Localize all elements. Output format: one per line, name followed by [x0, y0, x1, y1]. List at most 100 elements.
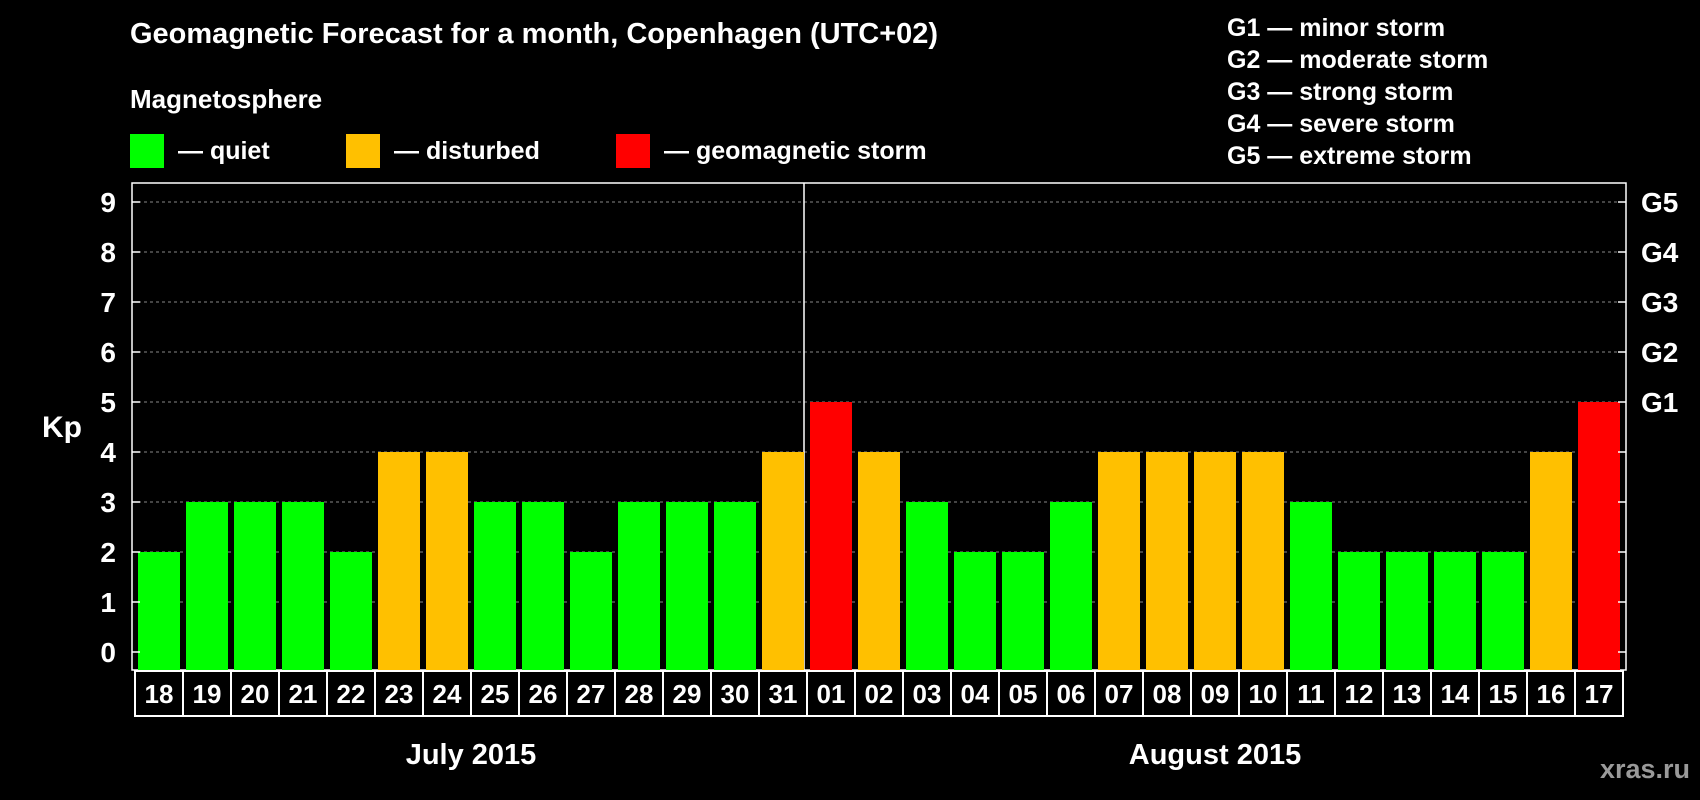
x-tick-label-13: 13: [1393, 679, 1422, 709]
bar-15: [1482, 552, 1524, 670]
y-tick-label-5: 5: [100, 387, 116, 418]
bar-05: [1002, 552, 1044, 670]
legend-label-quiet: — quiet: [178, 136, 270, 165]
bar-11: [1290, 502, 1332, 670]
bar-18: [138, 552, 180, 670]
x-tick-label-09: 09: [1201, 679, 1230, 709]
bar-07: [1098, 452, 1140, 670]
y-tick-label-2: 2: [100, 537, 116, 568]
bar-03: [906, 502, 948, 670]
magnetosphere-label: Magnetosphere: [130, 84, 323, 114]
x-tick-label-04: 04: [961, 679, 990, 709]
bar-20: [234, 502, 276, 670]
x-tick-label-18: 18: [145, 679, 174, 709]
y-tick-label-7: 7: [100, 287, 116, 318]
x-tick-label-30: 30: [721, 679, 750, 709]
bar-13: [1386, 552, 1428, 670]
month-label-0: July 2015: [406, 739, 537, 771]
bar-12: [1338, 552, 1380, 670]
bar-14: [1434, 552, 1476, 670]
bar-19: [186, 502, 228, 670]
x-tick-label-29: 29: [673, 679, 702, 709]
chart-title: Geomagnetic Forecast for a month, Copenh…: [130, 18, 939, 50]
legend-swatch-storm: [616, 134, 650, 168]
month-label-1: August 2015: [1129, 739, 1301, 771]
storm-scale-g3: G3 — strong storm: [1227, 78, 1454, 106]
x-tick-label-31: 31: [769, 679, 798, 709]
x-tick-label-15: 15: [1489, 679, 1518, 709]
right-axis-label-G4: G4: [1641, 237, 1679, 268]
x-tick-label-01: 01: [817, 679, 846, 709]
date-axis-frame: [134, 670, 1624, 717]
right-axis-label-G2: G2: [1641, 337, 1678, 368]
bar-02: [858, 452, 900, 670]
x-tick-label-10: 10: [1249, 679, 1278, 709]
x-tick-label-05: 05: [1009, 679, 1038, 709]
bar-28: [618, 502, 660, 670]
y-tick-label-3: 3: [100, 487, 116, 518]
legend-item-storm: — geomagnetic storm: [616, 134, 927, 168]
x-tick-label-23: 23: [385, 679, 414, 709]
x-tick-label-06: 06: [1057, 679, 1086, 709]
legend-item-quiet: — quiet: [130, 134, 270, 168]
y-tick-label-4: 4: [100, 437, 116, 468]
bar-26: [522, 502, 564, 670]
x-tick-label-17: 17: [1585, 679, 1614, 709]
x-tick-label-25: 25: [481, 679, 510, 709]
bar-08: [1146, 452, 1188, 670]
y-tick-label-8: 8: [100, 237, 116, 268]
right-axis-label-G5: G5: [1641, 187, 1678, 218]
x-tick-label-08: 08: [1153, 679, 1182, 709]
x-tick-label-03: 03: [913, 679, 942, 709]
watermark: xras.ru: [1599, 754, 1690, 784]
bar-17: [1578, 402, 1620, 670]
legend-label-storm: — geomagnetic storm: [664, 136, 927, 165]
bar-04: [954, 552, 996, 670]
storm-scale-g2: G2 — moderate storm: [1227, 46, 1489, 74]
storm-scale-legend: G1 — minor storm G2 — moderate storm G3 …: [1227, 12, 1488, 172]
bar-27: [570, 552, 612, 670]
bar-31: [762, 452, 804, 670]
bar-29: [666, 502, 708, 670]
bar-25: [474, 502, 516, 670]
x-tick-label-21: 21: [289, 679, 318, 709]
bar-23: [378, 452, 420, 670]
x-tick-label-19: 19: [193, 679, 222, 709]
legend-swatch-disturbed: [346, 134, 380, 168]
y-tick-label-0: 0: [100, 637, 116, 668]
x-tick-label-20: 20: [241, 679, 270, 709]
bar-21: [282, 502, 324, 670]
x-tick-label-11: 11: [1297, 679, 1325, 709]
bar-01: [810, 402, 852, 670]
x-tick-label-28: 28: [625, 679, 654, 709]
x-tick-label-22: 22: [337, 679, 366, 709]
x-tick-label-14: 14: [1441, 679, 1470, 709]
right-axis-label-G3: G3: [1641, 287, 1678, 318]
y-tick-label-1: 1: [100, 587, 116, 618]
x-tick-label-12: 12: [1345, 679, 1374, 709]
x-tick-label-02: 02: [865, 679, 894, 709]
right-axis-label-G1: G1: [1641, 387, 1678, 418]
x-tick-label-26: 26: [529, 679, 558, 709]
bar-30: [714, 502, 756, 670]
bar-16: [1530, 452, 1572, 670]
x-tick-label-24: 24: [433, 679, 462, 709]
legend-swatch-quiet: [130, 134, 164, 168]
bar-10: [1242, 452, 1284, 670]
legend-item-disturbed: — disturbed: [346, 134, 540, 168]
bar-22: [330, 552, 372, 670]
x-tick-label-16: 16: [1537, 679, 1566, 709]
x-tick-label-27: 27: [577, 679, 606, 709]
bar-24: [426, 452, 468, 670]
y-tick-label-9: 9: [100, 187, 116, 218]
y-axis-label: Kp: [42, 411, 82, 444]
storm-scale-g4: G4 — severe storm: [1227, 110, 1455, 138]
x-tick-label-07: 07: [1105, 679, 1134, 709]
y-tick-label-6: 6: [100, 337, 116, 368]
legend-label-disturbed: — disturbed: [394, 136, 540, 165]
bar-09: [1194, 452, 1236, 670]
storm-scale-g5: G5 — extreme storm: [1227, 142, 1472, 170]
storm-scale-g1: G1 — minor storm: [1227, 14, 1446, 42]
bar-06: [1050, 502, 1092, 670]
